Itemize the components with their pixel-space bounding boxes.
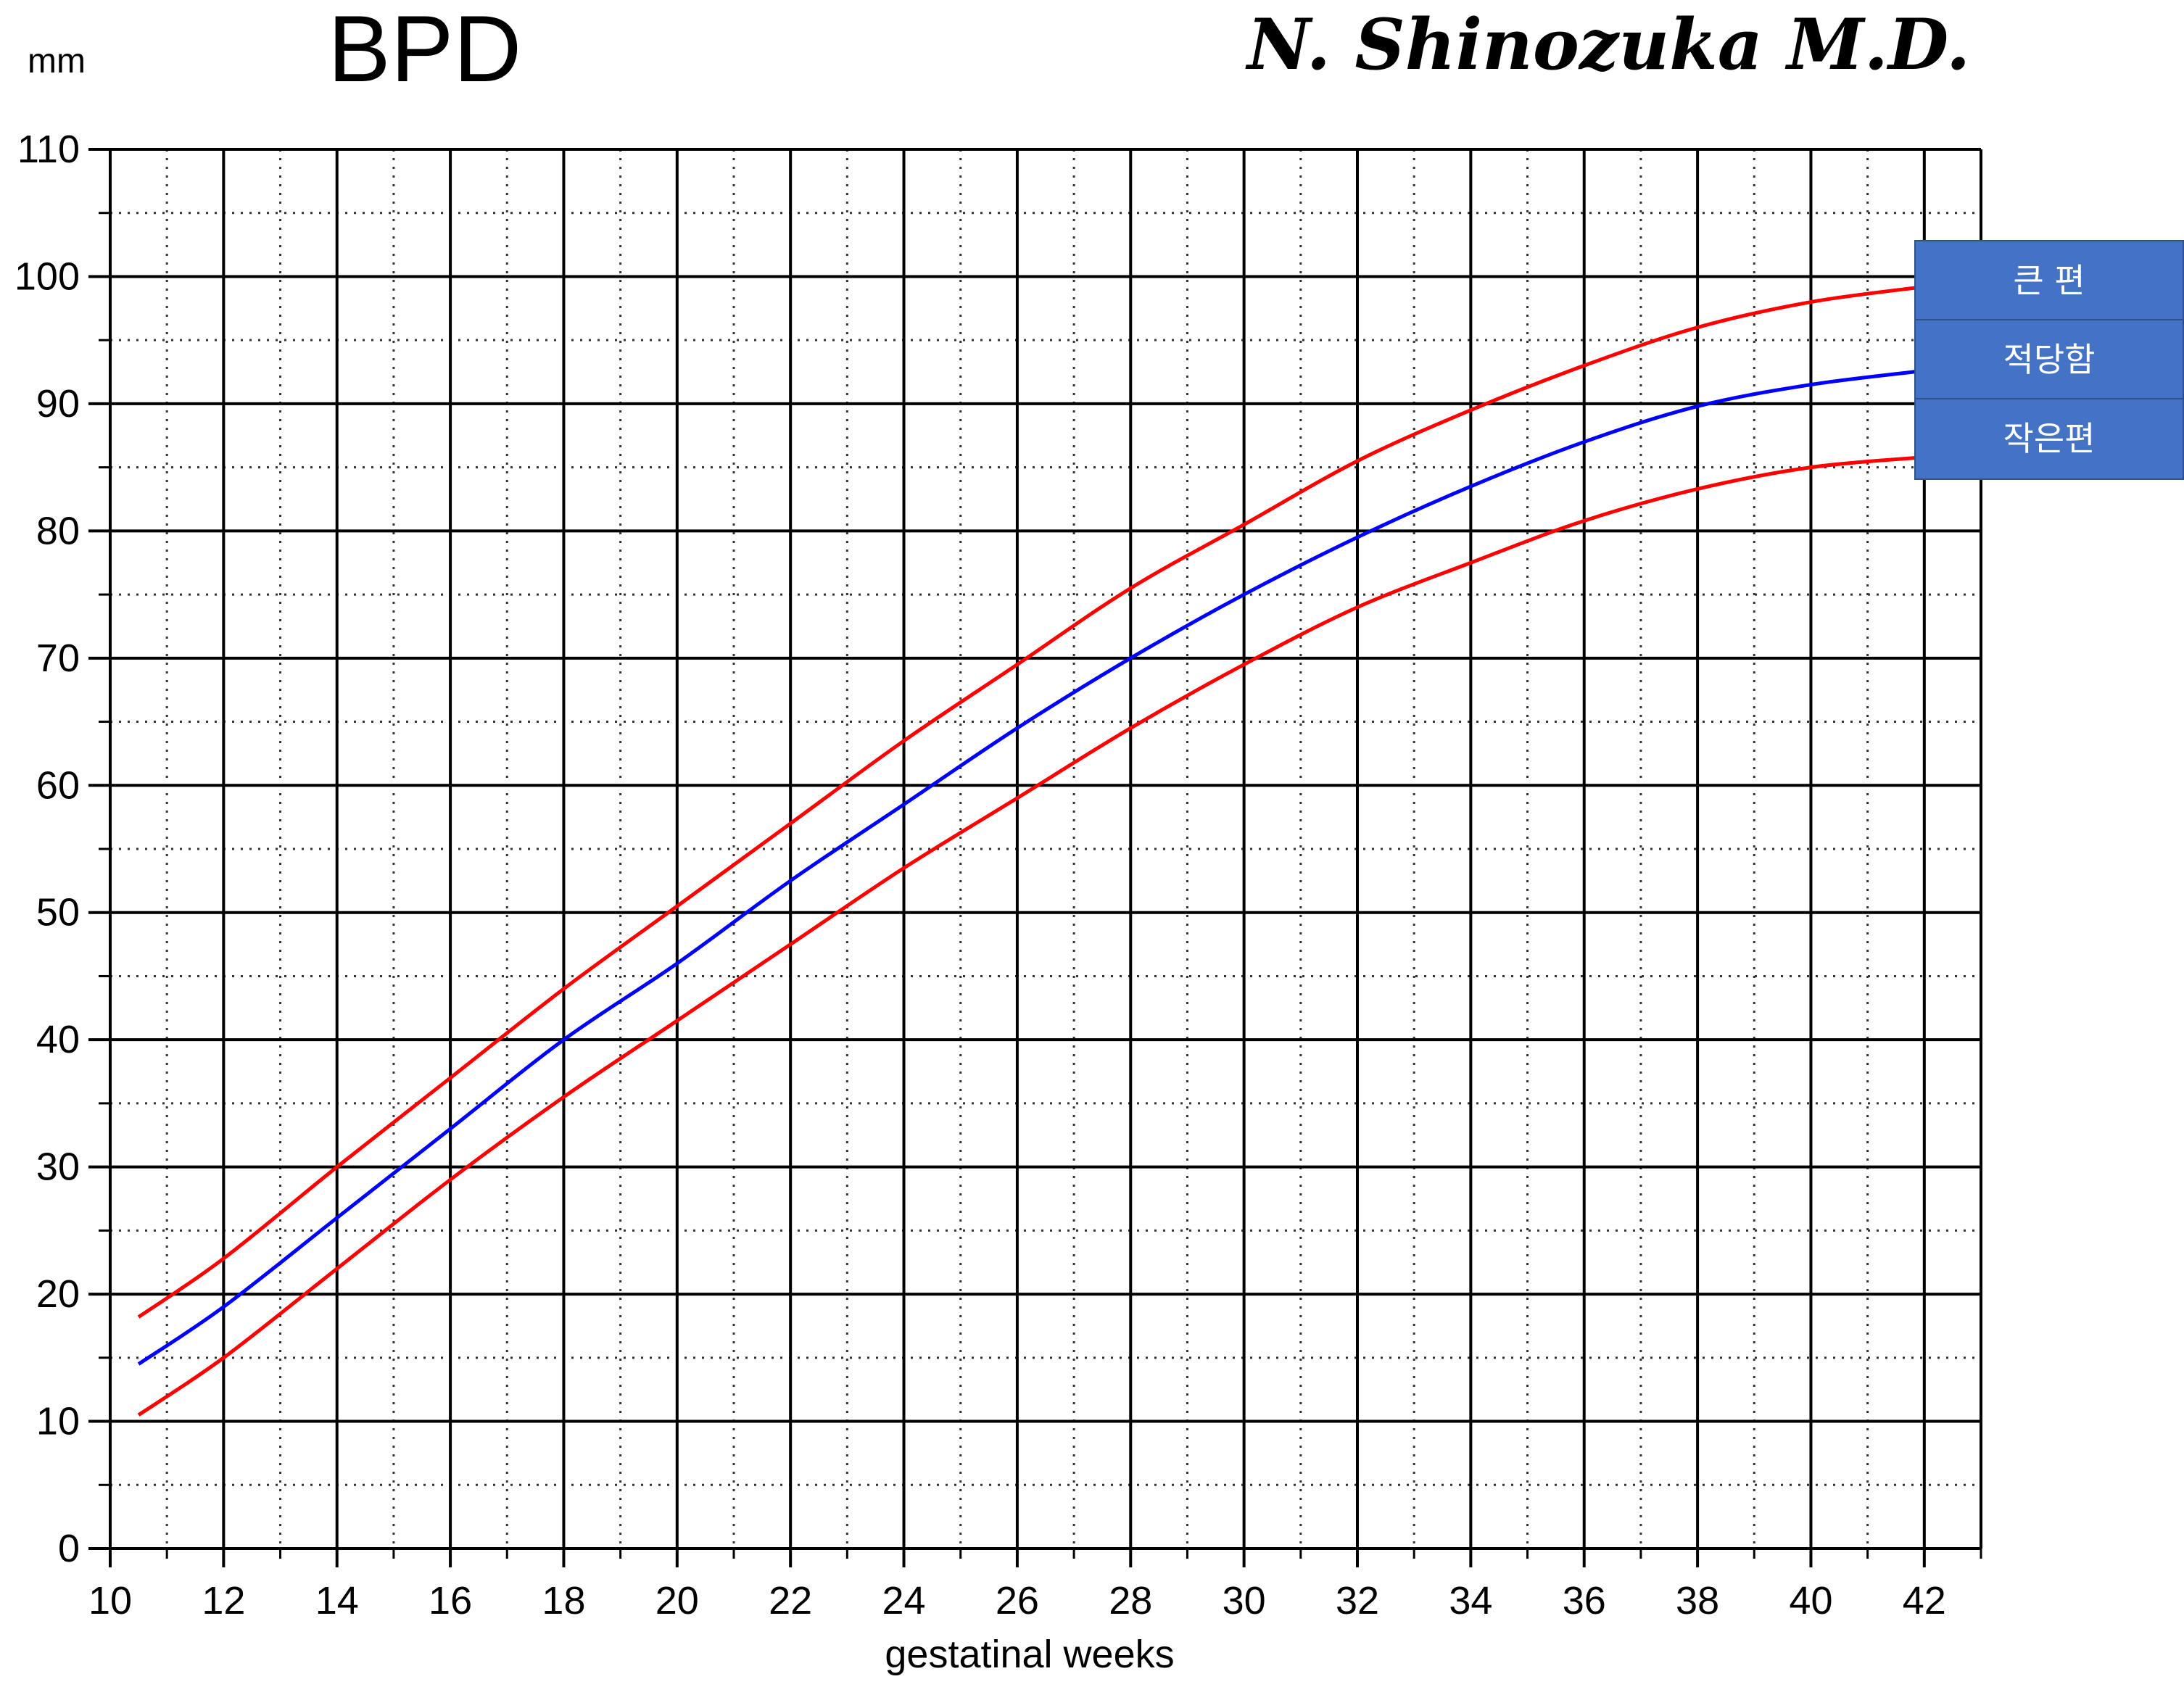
- x-tick-label: 28: [1109, 1579, 1152, 1622]
- y-tick-label: 20: [36, 1272, 80, 1316]
- x-tick-label: 24: [882, 1579, 926, 1622]
- legend: 큰 편 적당함 작은편: [1914, 240, 2184, 480]
- x-axis-label: gestatinal weeks: [885, 1633, 1174, 1676]
- legend-item-small[interactable]: 작은편: [2003, 419, 2096, 458]
- x-tick-label: 14: [315, 1579, 359, 1622]
- y-tick-label: 0: [58, 1527, 80, 1570]
- x-tick-label: 40: [1789, 1579, 1832, 1622]
- y-tick-label: 50: [36, 891, 80, 934]
- series-line-large: [137, 285, 1925, 1319]
- x-tick-label: 42: [1903, 1579, 1946, 1622]
- x-tick-label: 20: [655, 1579, 699, 1622]
- series-lines: [137, 285, 1925, 1417]
- x-tick-label: 26: [996, 1579, 1039, 1622]
- x-tick-label: 16: [429, 1579, 472, 1622]
- y-tick-label: 110: [17, 128, 80, 171]
- x-tick-label: 32: [1336, 1579, 1379, 1622]
- y-tick-label: 80: [36, 509, 80, 552]
- major-grid: [109, 148, 1982, 1550]
- y-tick-label: 10: [36, 1400, 80, 1443]
- x-tick-label: 22: [769, 1579, 812, 1622]
- y-tick-label: 70: [36, 637, 80, 680]
- x-tick-label: 34: [1449, 1579, 1492, 1622]
- chart-title: BPD: [328, 0, 521, 101]
- author-signature: N. Shinozuka M.D.: [1245, 4, 1970, 86]
- axis-ticks: [88, 148, 1982, 1567]
- x-tick-label: 10: [88, 1579, 132, 1622]
- minor-grid: [110, 149, 1982, 1549]
- series-line-normal: [137, 368, 1925, 1366]
- series-line-small: [137, 455, 1925, 1417]
- y-axis-unit: mm: [28, 42, 86, 80]
- y-tick-label: 40: [36, 1018, 80, 1061]
- y-tick-label: 60: [36, 763, 80, 807]
- x-tick-label: 36: [1563, 1579, 1606, 1622]
- x-tick-label: 18: [542, 1579, 585, 1622]
- legend-item-large[interactable]: 큰 편: [1916, 241, 2183, 320]
- legend-item-normal[interactable]: 적당함: [1916, 320, 2183, 399]
- y-tick-label: 100: [15, 254, 80, 298]
- x-tick-label: 12: [202, 1579, 245, 1622]
- x-tick-label: 30: [1223, 1579, 1266, 1622]
- x-tick-label: 38: [1676, 1579, 1719, 1622]
- y-tick-label: 90: [36, 382, 80, 426]
- y-tick-label: 30: [36, 1145, 80, 1189]
